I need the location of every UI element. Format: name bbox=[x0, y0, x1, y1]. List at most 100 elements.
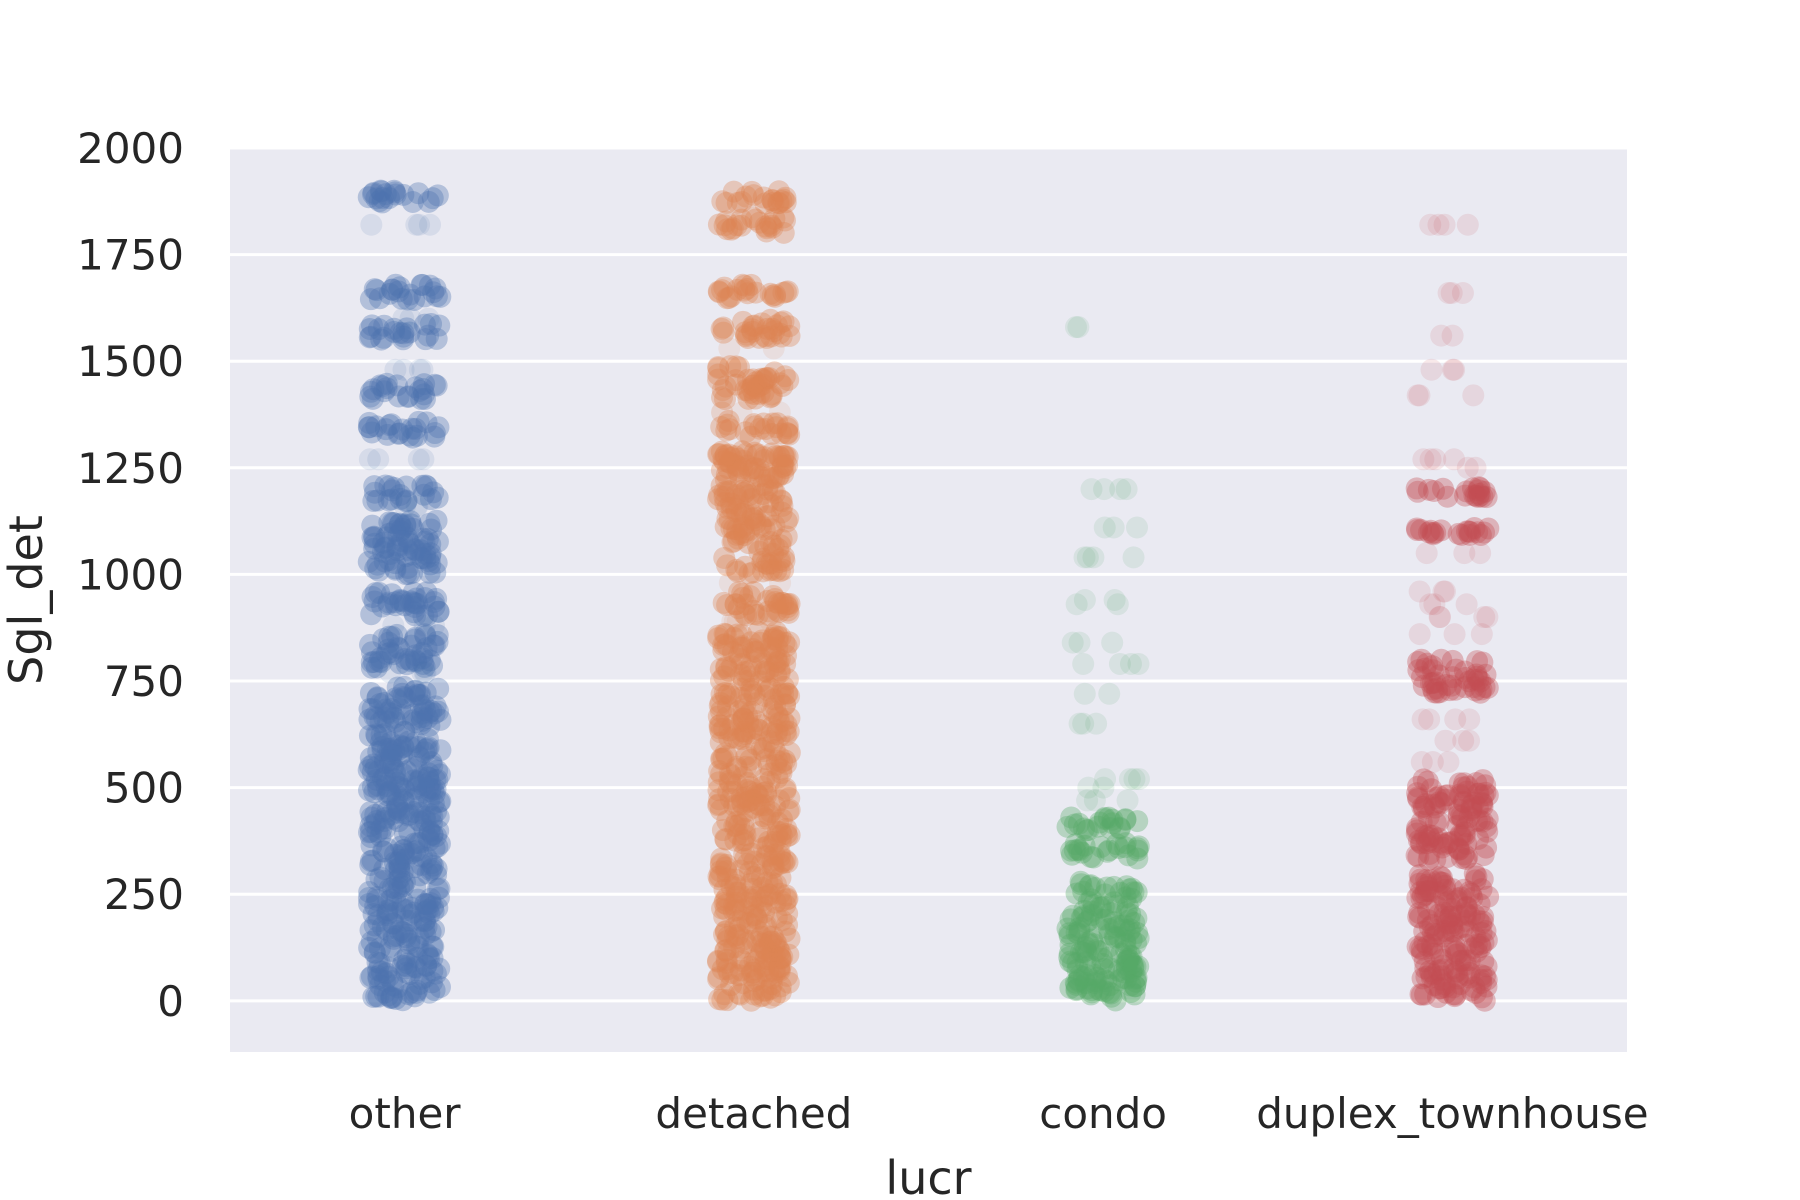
data-point bbox=[1417, 478, 1440, 501]
data-point bbox=[426, 700, 449, 723]
data-point bbox=[1112, 914, 1135, 937]
data-point bbox=[1444, 708, 1467, 731]
data-point bbox=[419, 887, 442, 910]
data-point bbox=[732, 898, 755, 921]
data-point bbox=[1463, 976, 1486, 999]
data-point bbox=[405, 587, 428, 610]
data-point bbox=[1430, 948, 1453, 971]
data-point bbox=[735, 323, 758, 346]
data-point bbox=[413, 661, 436, 684]
data-point bbox=[749, 631, 772, 654]
data-point bbox=[768, 463, 791, 486]
data-point bbox=[363, 813, 386, 836]
data-point bbox=[1126, 847, 1149, 870]
data-point bbox=[386, 689, 409, 712]
data-point bbox=[406, 785, 429, 808]
data-point bbox=[414, 625, 437, 648]
data-point bbox=[754, 947, 777, 970]
data-point bbox=[1068, 712, 1091, 735]
data-point bbox=[1465, 810, 1488, 833]
data-point bbox=[1418, 708, 1441, 731]
data-point bbox=[768, 959, 791, 982]
data-point bbox=[758, 367, 781, 390]
data-point bbox=[718, 719, 741, 742]
data-point bbox=[763, 739, 786, 762]
data-point bbox=[713, 450, 736, 473]
data-point bbox=[380, 697, 403, 720]
data-point bbox=[1456, 213, 1479, 236]
data-point bbox=[1108, 817, 1131, 840]
data-point bbox=[729, 522, 752, 545]
data-point bbox=[763, 959, 786, 982]
data-point bbox=[392, 183, 415, 206]
data-point bbox=[1422, 942, 1445, 965]
data-point bbox=[402, 581, 425, 604]
data-point bbox=[1436, 846, 1459, 869]
data-point bbox=[1450, 523, 1473, 546]
data-point bbox=[371, 375, 394, 398]
data-point bbox=[368, 650, 391, 673]
data-point bbox=[753, 446, 776, 469]
data-point bbox=[757, 553, 780, 576]
data-point bbox=[730, 401, 753, 424]
data-point bbox=[725, 891, 748, 914]
data-point bbox=[766, 625, 789, 648]
data-point bbox=[1447, 804, 1470, 827]
data-point bbox=[731, 725, 754, 748]
data-point bbox=[754, 192, 777, 215]
data-point bbox=[764, 694, 787, 717]
data-point bbox=[1424, 671, 1447, 694]
data-point bbox=[377, 984, 400, 1007]
data-point bbox=[736, 799, 759, 822]
data-point bbox=[761, 412, 784, 435]
data-point bbox=[1423, 480, 1446, 503]
data-point bbox=[1430, 324, 1453, 347]
data-point bbox=[1453, 542, 1476, 565]
data-point bbox=[764, 654, 787, 677]
data-point bbox=[420, 857, 443, 880]
y-tick-label: 0 bbox=[157, 977, 184, 1026]
data-point bbox=[423, 634, 446, 657]
data-point bbox=[723, 936, 746, 959]
data-point bbox=[425, 374, 448, 397]
data-point bbox=[1414, 957, 1437, 980]
data-point bbox=[414, 328, 437, 351]
data-point bbox=[1453, 772, 1476, 795]
data-point bbox=[1109, 881, 1132, 904]
data-point bbox=[708, 988, 731, 1011]
data-point bbox=[776, 825, 799, 848]
data-point bbox=[1471, 769, 1494, 792]
data-point bbox=[377, 710, 400, 733]
data-point bbox=[404, 604, 427, 627]
data-point bbox=[772, 445, 795, 468]
data-point bbox=[766, 766, 789, 789]
data-point bbox=[417, 550, 440, 573]
data-point bbox=[775, 884, 798, 907]
data-point bbox=[760, 722, 783, 745]
data-point bbox=[733, 503, 756, 526]
data-point bbox=[425, 509, 448, 532]
data-point bbox=[778, 787, 801, 810]
data-point bbox=[1466, 521, 1489, 544]
data-point bbox=[420, 750, 443, 773]
data-point bbox=[757, 754, 780, 777]
data-point bbox=[1067, 316, 1090, 339]
data-point bbox=[404, 679, 427, 702]
data-point bbox=[1443, 358, 1466, 381]
data-point bbox=[407, 448, 430, 471]
data-point bbox=[744, 387, 767, 410]
data-point bbox=[731, 635, 754, 658]
data-point bbox=[757, 960, 780, 983]
data-point bbox=[747, 620, 770, 643]
data-point bbox=[772, 188, 795, 211]
data-point bbox=[709, 700, 732, 723]
data-point bbox=[1421, 831, 1444, 854]
data-point bbox=[375, 377, 398, 400]
data-point bbox=[383, 851, 406, 874]
data-point bbox=[754, 844, 777, 867]
data-point bbox=[728, 813, 751, 836]
data-point bbox=[400, 634, 423, 657]
data-point bbox=[365, 415, 388, 438]
data-point bbox=[772, 709, 795, 732]
data-point bbox=[391, 954, 414, 977]
